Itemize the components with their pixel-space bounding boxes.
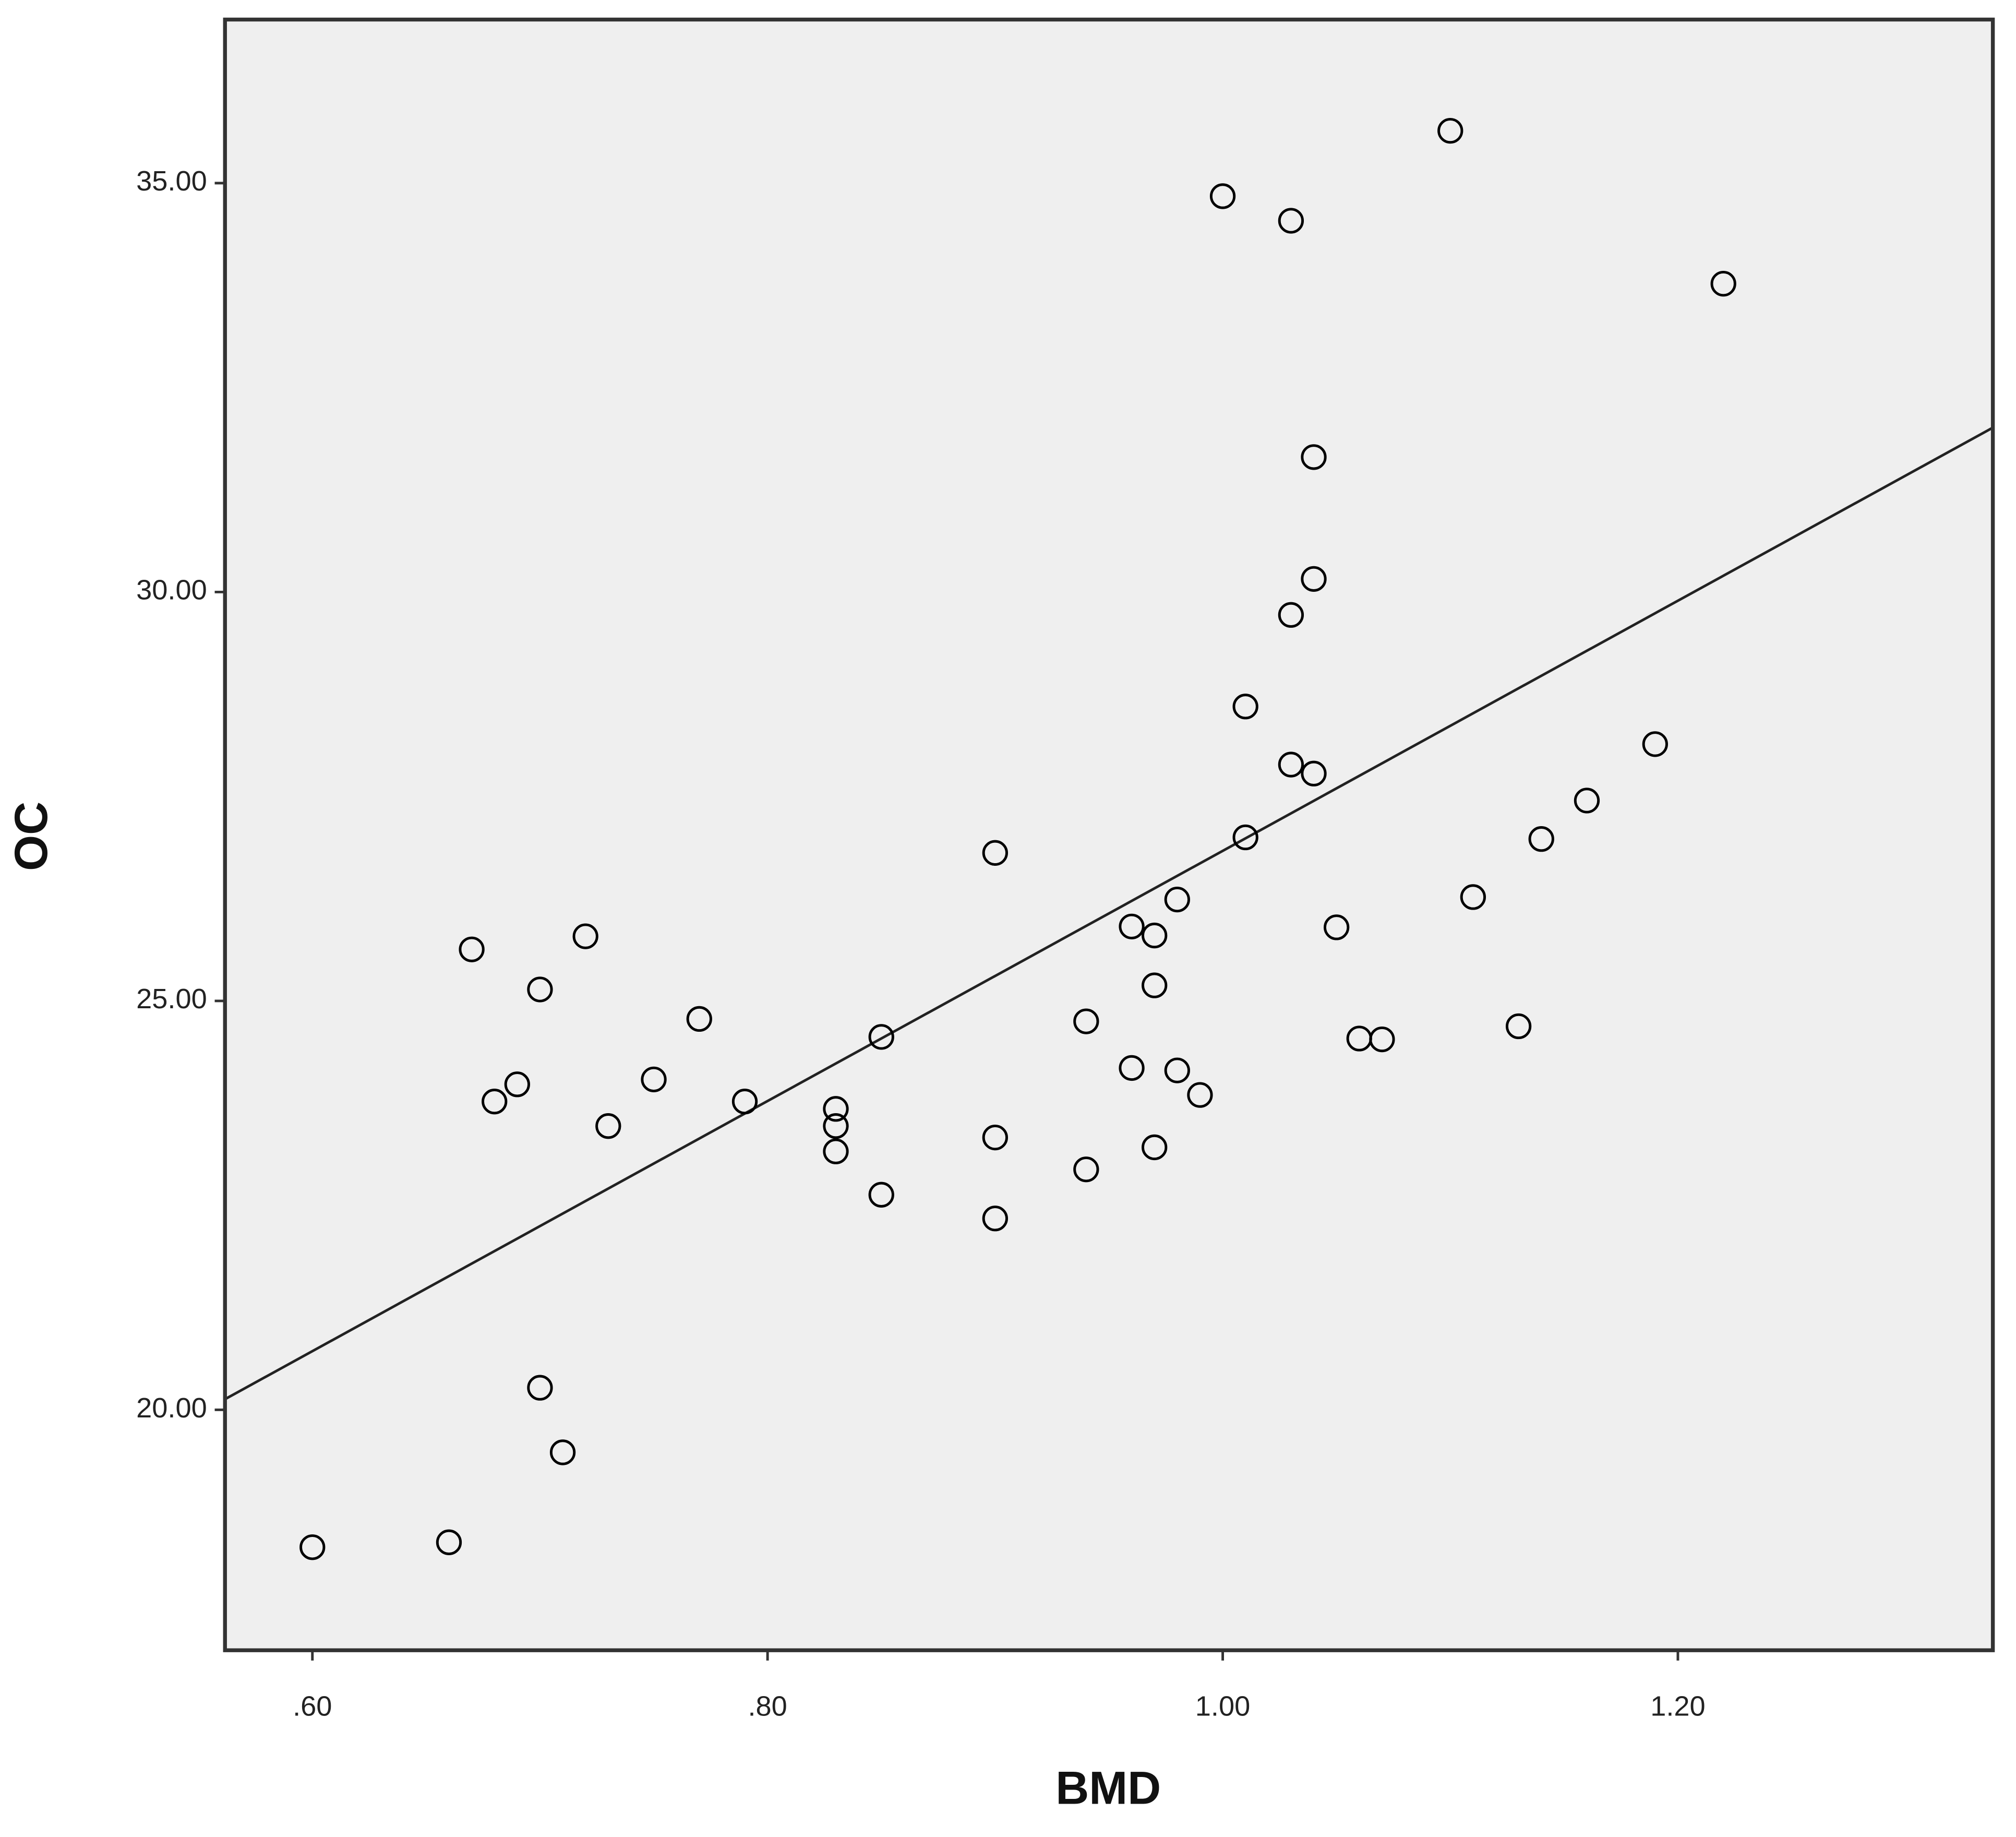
- point: [731, 1089, 758, 1115]
- point: [1209, 183, 1236, 209]
- point: [868, 1182, 894, 1208]
- point: [982, 840, 1008, 866]
- x-tick-label: .80: [748, 1690, 787, 1722]
- point: [299, 1534, 326, 1560]
- point: [1278, 752, 1304, 778]
- point: [1278, 208, 1304, 234]
- point: [1278, 602, 1304, 628]
- point: [1369, 1026, 1395, 1053]
- x-tick-label: .60: [293, 1690, 332, 1722]
- point: [982, 1206, 1008, 1232]
- point: [1164, 886, 1190, 913]
- point: [1187, 1082, 1213, 1108]
- point: [482, 1089, 508, 1115]
- point: [1528, 826, 1554, 852]
- point: [527, 1375, 553, 1401]
- y-tick-label: 25.00: [136, 983, 207, 1015]
- point: [1642, 731, 1668, 757]
- point: [1460, 884, 1486, 910]
- point: [595, 1113, 621, 1139]
- y-tick-label: 30.00: [136, 575, 207, 606]
- point: [1232, 694, 1258, 720]
- point: [1710, 270, 1736, 297]
- y-tick-label: 20.00: [136, 1392, 207, 1424]
- x-tick-label: 1.20: [1650, 1690, 1706, 1722]
- point: [527, 976, 553, 1003]
- point: [1324, 914, 1350, 940]
- x-axis-title: BMD: [1055, 1762, 1161, 1814]
- point: [504, 1071, 530, 1098]
- plot-area: [225, 19, 1993, 1651]
- fit-line: [224, 426, 1994, 1401]
- point: [823, 1113, 849, 1139]
- x-tick-label: 1.00: [1195, 1690, 1251, 1722]
- point: [1142, 922, 1168, 949]
- point: [459, 936, 485, 962]
- y-axis-title: OC: [5, 802, 57, 871]
- plot-frame: [223, 17, 1995, 1652]
- point: [686, 1006, 712, 1032]
- point: [1073, 1008, 1099, 1034]
- point: [572, 923, 598, 949]
- point: [1574, 788, 1600, 814]
- point: [1142, 1134, 1168, 1161]
- point: [1232, 824, 1258, 851]
- point: [1119, 1055, 1145, 1081]
- point: [1119, 913, 1145, 939]
- point: [823, 1138, 849, 1164]
- point: [1142, 972, 1168, 998]
- point: [1301, 760, 1327, 786]
- point: [1437, 117, 1463, 144]
- point: [641, 1066, 667, 1093]
- y-tick-label: 35.00: [136, 165, 207, 197]
- point: [868, 1024, 894, 1050]
- point: [1073, 1156, 1099, 1183]
- point: [1301, 444, 1327, 470]
- point: [982, 1124, 1008, 1151]
- point: [1164, 1057, 1190, 1083]
- point: [549, 1439, 576, 1465]
- point: [823, 1096, 849, 1122]
- point: [1301, 566, 1327, 592]
- point: [1505, 1013, 1532, 1040]
- point: [436, 1529, 462, 1555]
